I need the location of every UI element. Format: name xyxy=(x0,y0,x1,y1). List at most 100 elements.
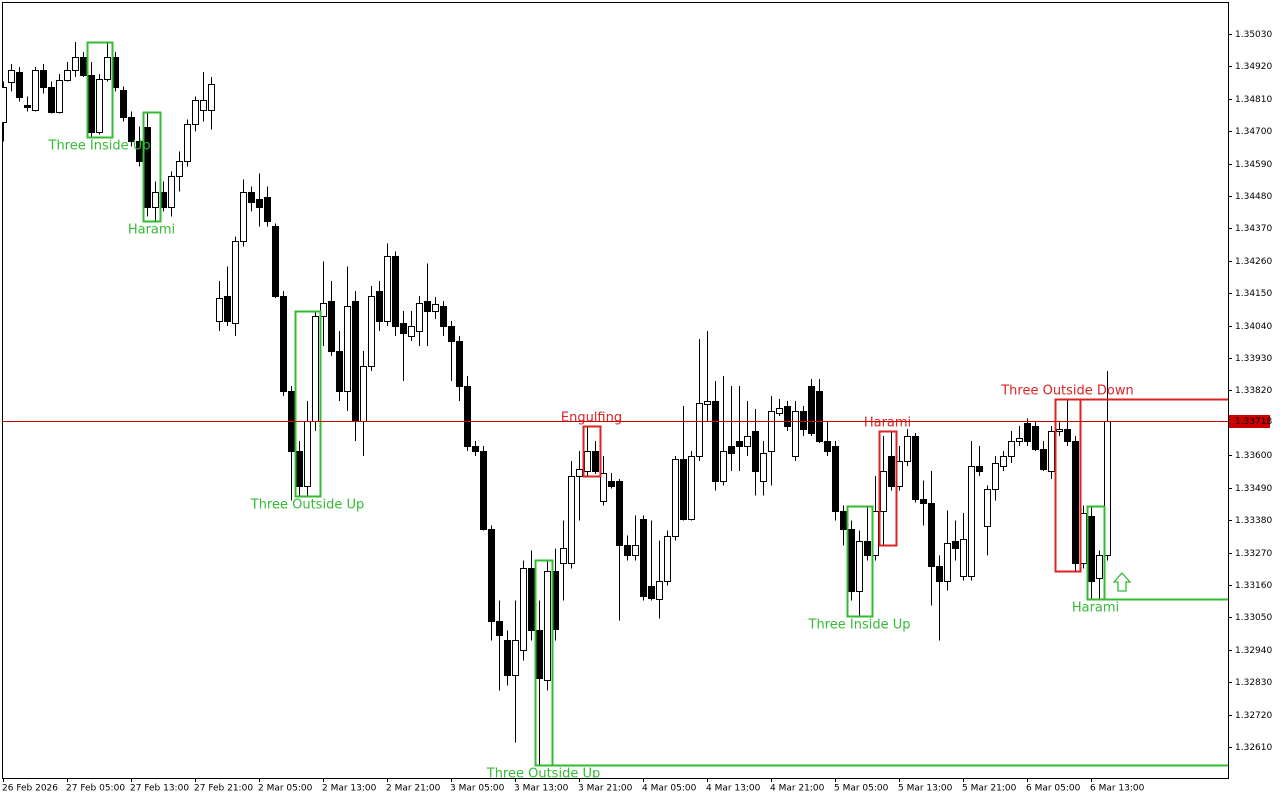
pattern-label: Three Outside Up xyxy=(486,767,600,782)
candle-body xyxy=(392,256,399,327)
candle-body xyxy=(1056,429,1063,432)
y-tick-label: 1.35030 xyxy=(1235,30,1272,40)
candle-body xyxy=(720,451,727,482)
candle-body xyxy=(24,105,31,108)
candle-body xyxy=(472,446,479,452)
candle-body xyxy=(768,411,775,452)
x-tick-label: 5 Mar 05:00 xyxy=(834,784,889,794)
candle-body xyxy=(64,70,71,81)
candle-body xyxy=(416,303,423,332)
candle-body xyxy=(848,529,855,592)
pattern-label: Three Outside Up xyxy=(250,498,364,513)
candle-body xyxy=(496,621,503,636)
x-tick-label: 3 Mar 05:00 xyxy=(450,784,505,794)
candle-body xyxy=(528,568,535,631)
pattern-box xyxy=(142,111,162,223)
pattern-box xyxy=(1086,505,1106,601)
candle-body xyxy=(72,57,79,71)
x-tick-label: 4 Mar 21:00 xyxy=(770,784,825,794)
pattern-label: Three Outside Down xyxy=(1000,384,1134,399)
y-tick-label: 1.34370 xyxy=(1235,224,1272,234)
candle-body xyxy=(912,436,919,500)
x-tick-label: 5 Mar 21:00 xyxy=(962,784,1017,794)
y-tick-label: 1.33050 xyxy=(1235,613,1272,623)
candle-body xyxy=(880,471,887,512)
candle-body xyxy=(784,406,791,427)
candle-body xyxy=(168,176,175,208)
x-tick-label: 6 Mar 13:00 xyxy=(1090,784,1145,794)
candle-body xyxy=(800,411,807,430)
x-tick-label: 27 Feb 13:00 xyxy=(130,784,189,794)
candle-body xyxy=(960,539,967,577)
y-tick-label: 1.33380 xyxy=(1235,516,1272,526)
y-tick-label: 1.33160 xyxy=(1235,581,1272,591)
candle-body xyxy=(432,304,439,312)
y-tick-label: 1.33930 xyxy=(1235,354,1272,364)
candle-body xyxy=(536,630,543,679)
candle-body xyxy=(592,451,599,472)
candle-body xyxy=(128,117,135,142)
candle-body xyxy=(584,451,591,472)
candle-body xyxy=(280,296,287,392)
candle-body xyxy=(104,57,111,80)
candle-body xyxy=(488,529,495,622)
pattern-box xyxy=(294,310,322,498)
candle-body xyxy=(152,192,159,208)
candle-body xyxy=(576,469,583,477)
candle-body xyxy=(640,519,647,597)
candle-body xyxy=(328,301,335,352)
candle-body xyxy=(504,640,511,676)
candle-body xyxy=(440,306,447,327)
candle-body xyxy=(360,366,367,422)
candle-body xyxy=(920,499,927,504)
y-tick-label: 1.33270 xyxy=(1235,549,1272,559)
y-tick-label: 1.32830 xyxy=(1235,678,1272,688)
candle-body xyxy=(376,291,383,322)
candle-body xyxy=(120,90,127,118)
candle-body xyxy=(976,466,983,472)
x-tick-label: 5 Mar 13:00 xyxy=(898,784,953,794)
candle-body xyxy=(696,403,703,457)
candle-body xyxy=(968,466,975,577)
candle-body xyxy=(712,401,719,482)
candle-body xyxy=(344,306,351,392)
candle-body xyxy=(1016,438,1023,442)
candle-body xyxy=(464,386,471,447)
candle-body xyxy=(176,161,183,177)
candle-body xyxy=(840,511,847,530)
candle-body xyxy=(312,316,319,422)
candle-body xyxy=(808,386,815,434)
candle-body xyxy=(928,503,935,567)
candle-body xyxy=(88,75,95,133)
candle-body xyxy=(200,100,207,111)
pattern-box xyxy=(86,41,114,139)
x-tick-label: 26 Feb 2026 xyxy=(2,784,58,794)
candle-body xyxy=(1072,441,1079,564)
candle-body xyxy=(296,451,303,487)
candle-body xyxy=(264,197,271,222)
candle-body xyxy=(568,476,575,564)
candle-body xyxy=(1000,456,1007,467)
candle-body xyxy=(656,581,663,600)
pattern-box xyxy=(1054,398,1082,573)
candle-body xyxy=(32,70,39,111)
candle-body xyxy=(248,192,255,203)
candle-body xyxy=(1088,516,1095,582)
current-price-label: 1.33718 xyxy=(1235,417,1272,427)
pattern-box xyxy=(534,559,554,767)
candle-body xyxy=(96,79,103,133)
y-tick-label: 1.34150 xyxy=(1235,289,1272,299)
x-tick-label: 2 Mar 21:00 xyxy=(386,784,441,794)
plot-area: Three Inside Up Harami Three Outside Up Thr… xyxy=(2,41,1228,782)
candle-body xyxy=(16,72,23,98)
candle-body xyxy=(384,256,391,322)
buy-arrow xyxy=(1112,572,1132,592)
pattern-label: Engulfing xyxy=(561,411,622,426)
candle-body xyxy=(512,640,519,676)
candle-body xyxy=(888,456,895,487)
candle-body xyxy=(2,87,7,123)
current-price-tag xyxy=(1229,415,1270,428)
candle-body xyxy=(336,351,343,392)
